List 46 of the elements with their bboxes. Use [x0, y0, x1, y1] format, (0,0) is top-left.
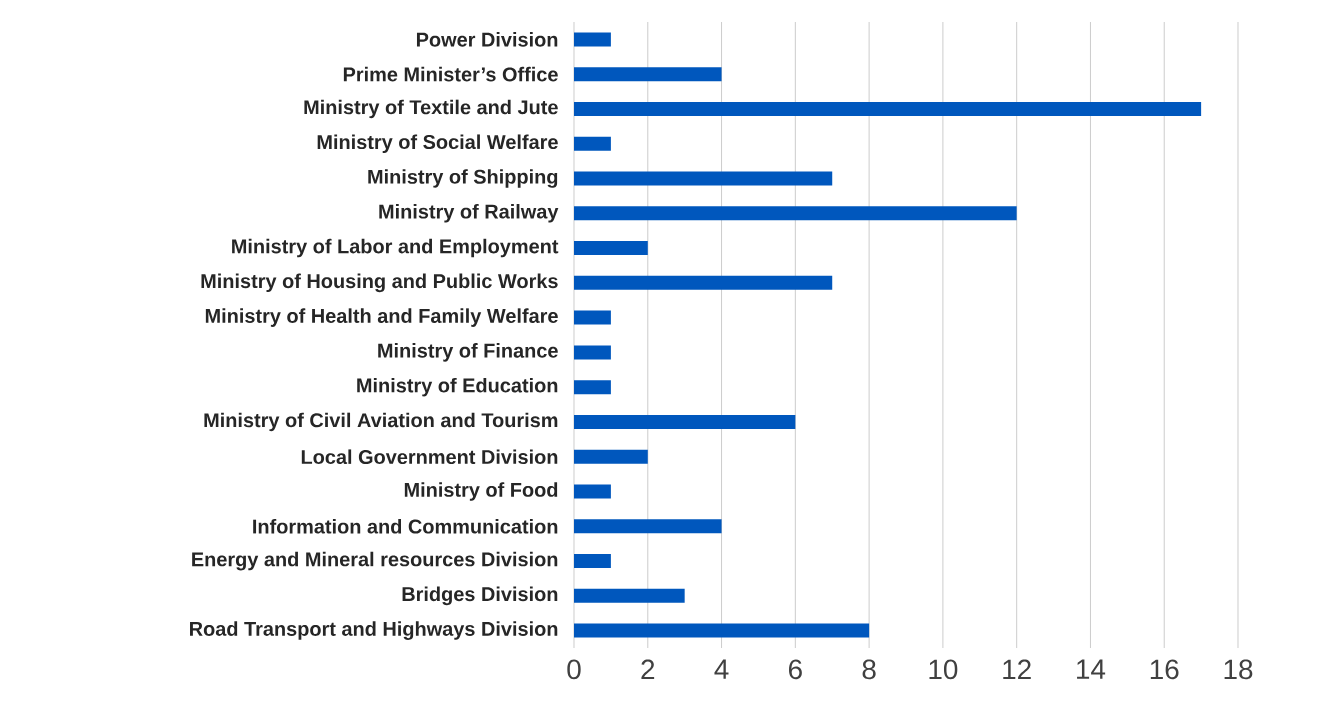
x-tick-label: 2 [641, 659, 655, 680]
bar [574, 171, 833, 186]
x-tick-label: 12 [1003, 659, 1031, 680]
bar [574, 275, 833, 290]
y-tick-label: Ministry of Finance [378, 343, 558, 362]
bar [574, 101, 1202, 116]
y-tick-label: Ministry of Social Welfare [317, 134, 558, 154]
bar [574, 136, 611, 151]
bar [574, 380, 611, 395]
bar [574, 414, 796, 429]
y-tick-label: Prime Minister’s Office [343, 66, 558, 82]
y-tick-label: Ministry of Railway [379, 204, 559, 223]
x-tick-label: 4 [714, 659, 729, 679]
bar [574, 588, 685, 603]
y-tick-label: Local Government Division [301, 449, 558, 465]
x-tick-label: 16 [1150, 659, 1179, 680]
bar [574, 241, 648, 256]
bar [574, 206, 1017, 221]
y-tick-label: Ministry of Textile and Jute [304, 99, 558, 119]
bar [574, 449, 648, 464]
y-tick-label: Ministry of Health and Family Welfare [205, 308, 558, 327]
x-tick-label: 14 [1077, 659, 1106, 679]
y-tick-label: Power Division [416, 32, 558, 47]
bar [574, 32, 611, 47]
x-tick-label: 18 [1224, 659, 1253, 680]
y-tick-label: Ministry of Shipping [368, 169, 558, 188]
bar [574, 67, 722, 82]
bar [574, 345, 611, 360]
y-tick-label: Ministry of Civil Aviation and Tourism [204, 412, 558, 432]
y-tick-label: Information and Communication [253, 518, 558, 534]
y-tick-label: Ministry of Food [404, 482, 558, 501]
x-tick-label: 0 [567, 659, 581, 680]
x-tick-label: 6 [789, 659, 802, 680]
y-tick-label: Bridges Division [402, 586, 558, 606]
bar [574, 310, 611, 325]
bar [574, 519, 722, 534]
x-tick-label: 8 [862, 659, 876, 680]
y-tick-label: Ministry of Housing and Public Works [201, 273, 558, 293]
bar [574, 554, 611, 569]
x-tick-label: 10 [929, 659, 958, 680]
y-tick-label: Road Transport and Highways Division [190, 621, 558, 640]
y-tick-label: Ministry of Labor and Employment [232, 238, 559, 258]
y-tick-label: Ministry of Education [357, 377, 558, 397]
bar [574, 484, 611, 499]
bar [574, 623, 870, 638]
y-tick-label: Energy and Mineral resources Division [192, 551, 558, 571]
